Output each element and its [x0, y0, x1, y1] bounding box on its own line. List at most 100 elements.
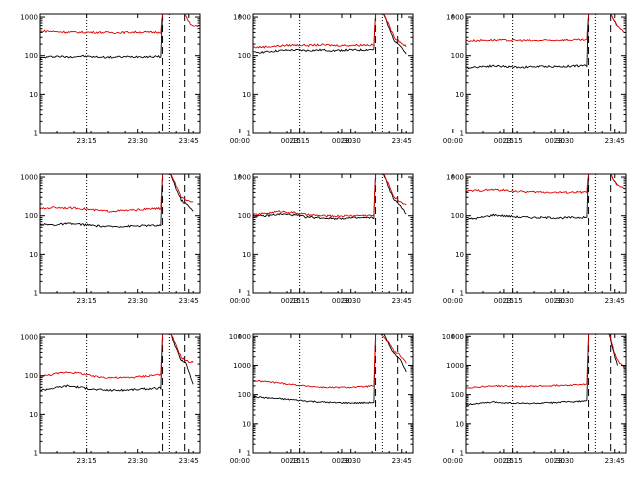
chart-panel-2: 1 10 100 1000 23:15 23:30 23:45 00:00 00:15 00:30: [233, 13, 565, 145]
chart-panel-3: 1 10 100 1000 23:15 23:30 23:45 00:00 00:15 00:30: [446, 13, 627, 145]
series-line-lld: [466, 174, 625, 194]
series-line-events: [40, 14, 183, 60]
series-line-lld: [466, 334, 625, 389]
y-tick-label: 1: [34, 290, 38, 298]
x-tick-label: 23:15: [77, 457, 97, 465]
y-tick-label: 1: [247, 290, 251, 298]
chart-panel-4: 1 10 100 1000 23:15 23:30 23:45 00:00 00:15 00:30: [20, 173, 352, 305]
x-tick-label: 00:15: [281, 137, 301, 145]
series-group: [466, 14, 625, 70]
plot-frame: [465, 173, 627, 294]
x-tick-label: 23:30: [128, 457, 148, 465]
x-tick-label: 23:45: [392, 137, 412, 145]
x-tick-label: 00:00: [443, 297, 463, 305]
y-tick-label: 10000: [229, 333, 251, 341]
x-tick-label: 00:15: [494, 457, 514, 465]
series-group: [466, 334, 625, 406]
chart-panel-1: 1 10 100 1000 23:15 23:30 23:45 00:00 00:15 00:30: [20, 13, 352, 145]
y-tick-label: 1000: [446, 362, 464, 370]
series-group: [253, 14, 407, 55]
x-tick-label: 23:15: [290, 137, 310, 145]
y-tick-label: 100: [451, 212, 464, 220]
y-tick-label: 1: [34, 450, 38, 458]
series-line-lld: [40, 174, 194, 213]
x-tick-label: 00:30: [545, 137, 565, 145]
x-tick-label: 00:15: [281, 457, 301, 465]
y-tick-label: 1000: [233, 174, 251, 182]
y-tick-label: 1000: [446, 174, 464, 182]
x-tick-label: 00:00: [443, 137, 463, 145]
x-tick-label: 23:30: [128, 297, 148, 305]
x-tick-label: 00:30: [545, 457, 565, 465]
y-tick-label: 10000: [442, 333, 464, 341]
x-tick-label: 00:00: [230, 297, 250, 305]
x-tick-label: 23:30: [341, 137, 361, 145]
series-line-events: [253, 174, 407, 221]
y-tick-label: 10: [29, 251, 38, 259]
plot-frame: [39, 333, 201, 454]
y-tick-label: 1: [247, 450, 251, 458]
chart-panel-6: 1 10 100 1000 23:15 23:30 23:45 00:00 00:15 00:30: [446, 173, 627, 305]
y-tick-label: 1: [460, 290, 464, 298]
x-tick-label: 23:45: [605, 297, 625, 305]
y-tick-label: 1000: [446, 14, 464, 22]
x-tick-label: 00:15: [494, 297, 514, 305]
chart-panel-7: 1 10 100 1000 23:15 23:30 23:45 00:00 00:15 00:30: [20, 333, 352, 465]
y-tick-label: 10: [455, 420, 464, 428]
x-tick-label: 23:15: [503, 297, 523, 305]
series-line-events: [253, 334, 407, 405]
series-group: [40, 14, 199, 60]
x-tick-label: 00:30: [332, 137, 352, 145]
plot-frame: [252, 13, 414, 134]
x-tick-label: 00:30: [332, 297, 352, 305]
plot-frame: [252, 333, 414, 454]
y-tick-label: 100: [25, 212, 38, 220]
plot-frame: [39, 13, 201, 134]
y-tick-label: 10: [242, 251, 251, 259]
x-tick-label: 00:00: [230, 137, 250, 145]
y-tick-label: 100: [25, 52, 38, 60]
series-line-events: [40, 334, 194, 392]
y-tick-label: 1000: [233, 362, 251, 370]
x-tick-label: 00:15: [494, 137, 514, 145]
series-line-lld: [40, 334, 194, 379]
x-tick-label: 23:45: [392, 297, 412, 305]
y-tick-label: 1000: [20, 174, 38, 182]
x-tick-label: 23:45: [392, 457, 412, 465]
x-tick-label: 23:15: [503, 457, 523, 465]
series-group: [253, 334, 407, 405]
x-tick-label: 23:30: [128, 137, 148, 145]
y-tick-label: 100: [451, 391, 464, 399]
chart-panel-9: 1 10 100 1000 10000 23:15 23:30 23:45 00:00 00:15…: [442, 333, 627, 465]
series-line-lld: [253, 174, 407, 218]
y-tick-label: 1: [34, 130, 38, 138]
plot-frame: [465, 13, 627, 134]
x-tick-label: 23:15: [77, 137, 97, 145]
x-tick-label: 00:30: [332, 457, 352, 465]
x-tick-label: 00:00: [230, 457, 250, 465]
x-tick-label: 00:00: [443, 457, 463, 465]
plot-frame: [465, 333, 627, 454]
series-line-events: [253, 14, 407, 55]
y-tick-label: 10: [29, 411, 38, 419]
y-tick-label: 100: [238, 391, 251, 399]
series-group: [40, 174, 194, 228]
x-tick-label: 23:30: [554, 297, 574, 305]
x-tick-label: 23:45: [179, 137, 199, 145]
y-tick-label: 1: [460, 450, 464, 458]
y-tick-label: 100: [238, 52, 251, 60]
y-tick-label: 100: [25, 372, 38, 380]
y-tick-label: 1000: [20, 14, 38, 22]
y-tick-label: 10: [29, 91, 38, 99]
x-tick-label: 23:15: [77, 297, 97, 305]
series-line-events: [40, 174, 194, 228]
x-tick-label: 00:15: [281, 297, 301, 305]
series-line-lld: [253, 334, 407, 389]
y-tick-label: 10: [455, 251, 464, 259]
x-tick-label: 23:30: [341, 297, 361, 305]
series-line-lld: [253, 14, 407, 49]
y-tick-label: 1: [460, 130, 464, 138]
x-tick-label: 23:45: [179, 297, 199, 305]
series-line-lld: [40, 14, 199, 35]
